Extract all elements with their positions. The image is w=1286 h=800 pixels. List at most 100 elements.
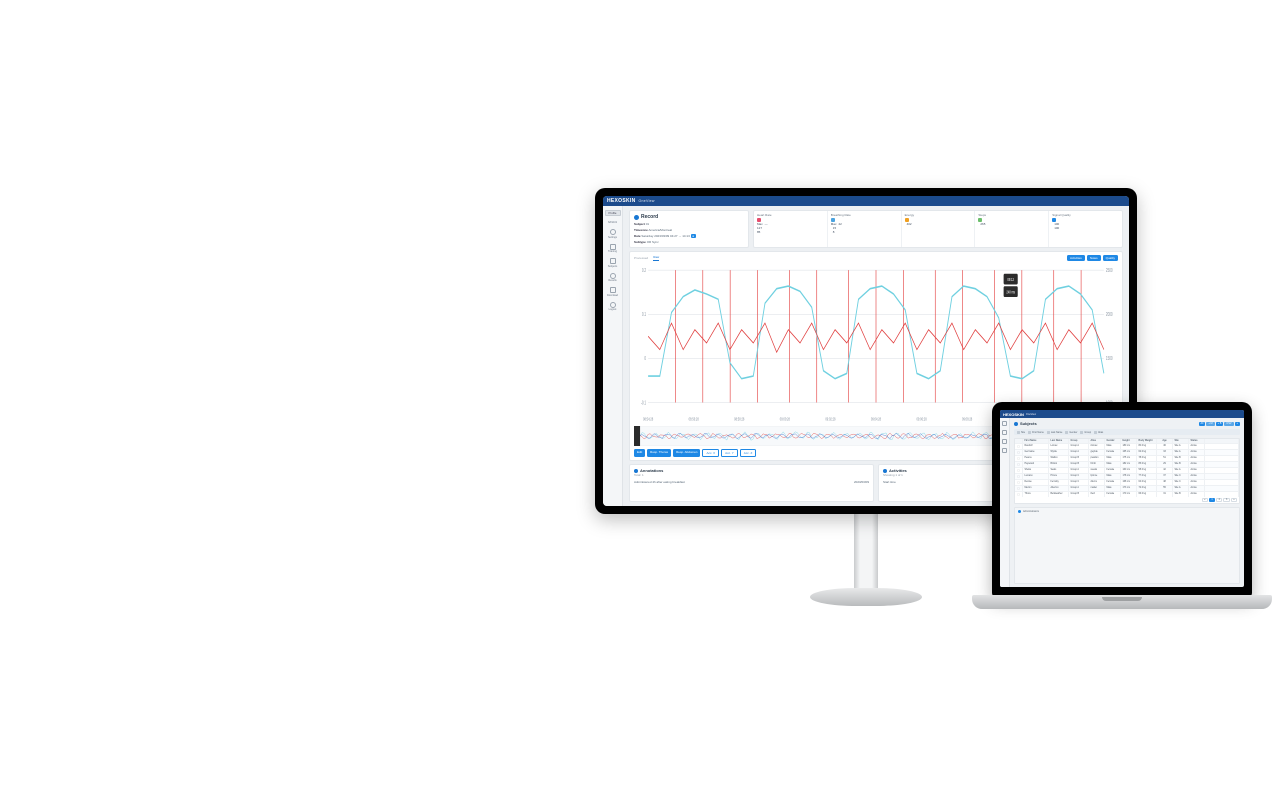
filter[interactable]: Group (1080, 431, 1091, 434)
annotations-panel: Annotations Total: 1 Administered 4h aft… (629, 464, 874, 502)
col-header[interactable]: First Name (1023, 439, 1049, 443)
chart-tabs: Processed Raw (634, 255, 659, 261)
download-icon[interactable] (1002, 448, 1007, 453)
table-row[interactable]: ⬚DeniseFernsbyGroup CdfernsFemale168 cm6… (1015, 479, 1239, 485)
table-row[interactable]: ⬚PearceWaltonGroup BpwaltonMale175 cm78.… (1015, 455, 1239, 461)
gear-icon[interactable] (1002, 439, 1007, 444)
chart-btn[interactable]: Acc. Y (721, 449, 738, 457)
dot-icon (1018, 510, 1021, 513)
sidebar-item-subjects[interactable]: Subjects (606, 258, 620, 268)
page-btn[interactable]: 1 (1209, 498, 1215, 502)
page-btn[interactable]: 2 (1216, 498, 1222, 502)
table-row[interactable]: ⬚GermaineWyldeGroup AgwyldeFemale165 cm6… (1015, 449, 1239, 455)
page-btn[interactable]: » (1231, 498, 1237, 502)
record-card: Record Subject 01 Timezone America/Montr… (629, 210, 749, 248)
chart-btn[interactable]: Acc. X (702, 449, 719, 457)
chip[interactable]: CSV (1224, 422, 1233, 426)
annotation-row[interactable]: Administered 4h after eating breakfast 2… (634, 480, 869, 484)
chip[interactable]: All (1199, 422, 1206, 426)
subjects-filter-bar: SiteFirst NameLast NameGenderGroupAlias (1014, 429, 1240, 435)
people-icon[interactable] (1002, 430, 1007, 435)
live-chip: ● (691, 234, 696, 238)
stat-block: Steps265 (975, 211, 1049, 247)
col-header[interactable]: Height (1121, 439, 1137, 443)
tab-processed[interactable]: Processed (634, 256, 648, 260)
chart-btn[interactable]: Resp. Abdomen (673, 449, 700, 457)
chip[interactable]: + (1235, 422, 1240, 426)
table-row[interactable]: ⬚SheliaSealsGroup AssealsFemale160 cm58.… (1015, 467, 1239, 473)
sidebar-item-training[interactable]: Training (606, 244, 620, 254)
svg-text:08:58:28: 08:58:28 (734, 417, 744, 422)
svg-text:08:54:28: 08:54:28 (643, 417, 653, 422)
svg-text:0: 0 (644, 355, 646, 361)
page-btn[interactable]: 3 (1223, 498, 1229, 502)
svg-text:09:02:28: 09:02:28 (825, 417, 835, 422)
laptop: HEXOSKIN OneView Subjects All+ M+ BCSV+ … (972, 402, 1272, 627)
svg-text:09:08:28: 09:08:28 (962, 417, 972, 422)
filter[interactable]: Alias (1094, 431, 1103, 434)
page-btn[interactable]: « (1202, 498, 1208, 502)
chip[interactable]: + B (1216, 422, 1224, 426)
sidebar-item-results[interactable]: Results (606, 273, 620, 283)
table-row[interactable]: ⬚MervinAttertonGroup AmatterMale173 cm72… (1015, 485, 1239, 491)
people-icon (610, 258, 616, 264)
col-header[interactable]: Age (1157, 439, 1173, 443)
chart-btn[interactable]: Resp. Thorax (647, 449, 671, 457)
tab-raw[interactable]: Raw (653, 255, 659, 261)
chart-buttons-left: EditResp. ThoraxResp. AbdomenAcc. XAcc. … (634, 449, 756, 457)
chart-btn[interactable]: Acc. Z (740, 449, 757, 457)
table-row[interactable]: ⬚RandolfLomaxGroup ArlomaxMale180 cm80.0… (1015, 443, 1239, 449)
sidebar: Profile NAS101 Settings Training Subject… (603, 206, 623, 506)
filter[interactable]: Last Name (1047, 431, 1063, 434)
table-header: First NameLast NameGroupAliasGenderHeigh… (1015, 439, 1239, 443)
filter[interactable]: First Name (1028, 431, 1044, 434)
pill-notes[interactable]: Notes (1087, 255, 1101, 261)
subjects-chips: All+ M+ BCSV+ (1199, 422, 1240, 426)
table-row[interactable]: ⬚LucianoPrinceGroup ClprinceMale178 cm77… (1015, 473, 1239, 479)
svg-text:08:56:28: 08:56:28 (689, 417, 699, 422)
svg-text:240 ms: 240 ms (1006, 290, 1015, 295)
brand-logo: HEXOSKIN (607, 198, 636, 204)
chart-main[interactable]: 25002000150010000.20.10-0.108:54:2808:56… (634, 263, 1118, 424)
sidebar-item-nas[interactable]: NAS101 (606, 221, 620, 224)
chart-btn[interactable]: Edit (634, 449, 645, 457)
col-header[interactable]: Status (1189, 439, 1205, 443)
pill-activities[interactable]: Activities (1067, 255, 1085, 261)
col-header[interactable]: Gender (1105, 439, 1121, 443)
sidebar-item-download[interactable]: Download (606, 287, 620, 297)
svg-text:09:12: 09:12 (1007, 277, 1014, 282)
chart-right-pills: Activities Notes Quality (1067, 255, 1118, 261)
home-icon[interactable] (1002, 421, 1007, 426)
svg-text:2500: 2500 (1106, 267, 1113, 273)
logout-icon (610, 302, 616, 308)
gear-icon (610, 229, 616, 235)
activities-icon (883, 469, 887, 473)
col-header[interactable]: Site (1173, 439, 1189, 443)
filter[interactable]: Site (1017, 431, 1025, 434)
pill-quality[interactable]: Quality (1103, 255, 1118, 261)
laptop-notch (1102, 597, 1142, 601)
col-header[interactable] (1015, 439, 1023, 443)
svg-text:2000: 2000 (1106, 311, 1113, 317)
filter[interactable]: Gender (1065, 431, 1077, 434)
col-header[interactable]: Body Weight (1137, 439, 1157, 443)
col-header[interactable]: Alias (1089, 439, 1105, 443)
svg-text:-0.1: -0.1 (641, 399, 647, 405)
annotations-icon (634, 469, 638, 473)
subjects-title: Subjects (1020, 421, 1037, 426)
sidebar-item-logout[interactable]: Logout (606, 302, 620, 312)
svg-text:09:06:28: 09:06:28 (916, 417, 926, 422)
profile-button[interactable]: Profile (605, 210, 621, 216)
sidebar-item-settings[interactable]: Settings (606, 229, 620, 239)
calendar-icon (610, 244, 616, 250)
subjects-table: First NameLast NameGroupAliasGenderHeigh… (1014, 438, 1240, 504)
table-row[interactable]: ⬚ThoraBellweatherGroup BtbellFemale170 c… (1015, 491, 1239, 497)
col-header[interactable]: Last Name (1049, 439, 1069, 443)
app-header: HEXOSKIN OneView (603, 196, 1129, 206)
stat-block: Heart RateMax—12785 (754, 211, 828, 247)
col-header[interactable]: Group (1069, 439, 1089, 443)
table-row[interactable]: ⬚HaywoodBrittonGroup BhbrittMale182 cm85… (1015, 461, 1239, 467)
col-header[interactable] (1205, 439, 1239, 443)
chip[interactable]: + M (1206, 422, 1214, 426)
stat-block: Breathing RateMax22158 (828, 211, 902, 247)
